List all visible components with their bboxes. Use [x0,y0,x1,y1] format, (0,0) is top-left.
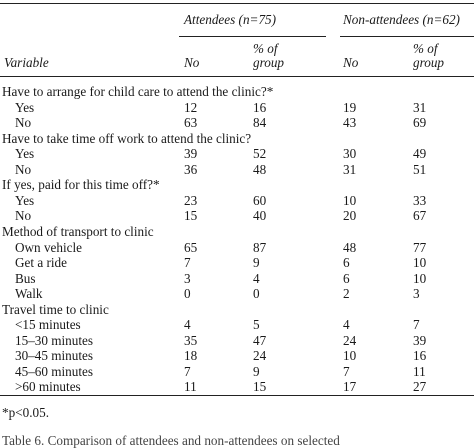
cell-n-pct: 11 [413,363,426,379]
row-label: 15–30 minutes [15,332,94,348]
table-caption: Table 6. Comparison of attendees and non… [2,433,340,448]
row-label: No [15,115,32,131]
row-label: <15 minutes [15,317,81,333]
row-label: >60 minutes [15,379,81,395]
row-label: Yes [15,99,35,115]
cell-a-pct: 60 [253,192,267,208]
nonattendees-pct-header-2: group [413,55,445,70]
group2-header: Non-attendees (n=62) [343,12,460,27]
cell-n-pct: 67 [413,208,427,224]
cell-n-pct: 51 [413,161,427,177]
cell-a-pct: 9 [253,255,260,271]
cell-a-no: 4 [184,317,191,333]
cell-n-pct: 16 [413,348,427,364]
cell-n-pct: 3 [413,286,420,302]
cell-a-pct: 24 [253,348,267,364]
cell-n-no: 30 [343,146,357,162]
cell-n-no: 31 [343,161,357,177]
cell-a-pct: 16 [253,99,267,115]
attendees-no-header: No [184,55,200,70]
cell-n-pct: 69 [413,115,427,131]
group1-header: Attendees (n=75) [184,12,277,27]
section-title: Have to take time off work to attend the… [2,130,252,146]
section-title: If yes, paid for this time off?* [2,177,160,193]
cell-a-no: 15 [184,208,198,224]
cell-a-no: 65 [184,239,198,255]
cell-a-pct: 0 [253,286,260,302]
cell-n-pct: 10 [413,270,427,286]
cell-n-no: 24 [343,332,357,348]
cell-a-pct: 40 [253,208,267,224]
footnote: *p<0.05. [2,405,49,420]
cell-a-no: 7 [184,255,191,271]
cell-n-pct: 49 [413,146,427,162]
cell-a-no: 12 [184,99,198,115]
cell-a-pct: 47 [253,332,267,348]
cell-n-no: 48 [343,239,357,255]
attendees-pct-header-1: % of [253,41,278,56]
cell-n-no: 20 [343,208,357,224]
cell-n-pct: 33 [413,192,427,208]
cell-n-pct: 31 [413,99,427,115]
cell-n-no: 4 [343,317,350,333]
section-title: Have to arrange for child care to attend… [2,84,274,99]
group2-underline [340,36,474,37]
cell-n-no: 19 [343,99,357,115]
cell-a-pct: 4 [253,270,260,286]
header-bottom-rule [0,76,474,77]
row-label: Own vehicle [15,239,83,255]
table-bottom-rule [0,395,474,396]
cell-a-no: 18 [184,348,198,364]
row-label: Walk [15,286,43,302]
cell-a-no: 7 [184,363,191,379]
row-label: Yes [15,146,35,162]
nonattendees-pct-header-1: % of [413,41,438,56]
cell-n-no: 7 [343,363,350,379]
cell-a-pct: 5 [253,317,260,333]
row-label: Yes [15,192,35,208]
cell-n-no: 6 [343,255,350,271]
cell-a-no: 23 [184,192,198,208]
row-label: 30–45 minutes [15,348,94,364]
cell-n-no: 10 [343,192,357,208]
cell-n-pct: 27 [413,379,427,395]
cell-n-pct: 77 [413,239,427,255]
cell-a-pct: 48 [253,161,267,177]
cell-n-no: 17 [343,379,357,395]
cell-a-pct: 84 [253,115,267,131]
cell-a-pct: 52 [253,146,267,162]
table-top-rule [0,3,474,4]
row-label: No [15,161,32,177]
cell-a-pct: 15 [253,379,267,395]
cell-a-no: 36 [184,161,198,177]
cell-n-pct: 39 [413,332,427,348]
row-label: Get a ride [15,255,67,271]
cell-n-no: 2 [343,286,350,302]
cell-a-no: 3 [184,270,191,286]
cell-a-pct: 9 [253,363,260,379]
attendees-pct-header-2: group [253,55,285,70]
cell-a-no: 11 [184,379,197,395]
cell-a-no: 63 [184,115,198,131]
cell-n-no: 10 [343,348,357,364]
cell-a-no: 35 [184,332,198,348]
row-label: 45–60 minutes [15,363,94,379]
cell-a-no: 39 [184,146,198,162]
cell-n-pct: 7 [413,317,420,333]
cell-n-no: 6 [343,270,350,286]
cell-a-no: 0 [184,286,191,302]
section-title: Travel time to clinic [2,301,109,317]
nonattendees-no-header: No [343,55,359,70]
cell-n-pct: 10 [413,255,427,271]
row-label: Bus [15,270,36,286]
cell-a-pct: 87 [253,239,267,255]
section-title: Method of transport to clinic [2,223,154,239]
group1-underline [179,36,326,37]
variable-header: Variable [4,55,49,70]
cell-n-no: 43 [343,115,357,131]
row-label: No [15,208,32,224]
